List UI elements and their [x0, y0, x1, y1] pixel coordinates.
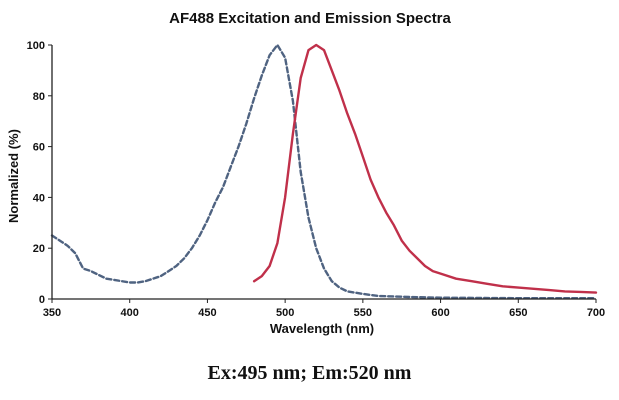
chart-title: AF488 Excitation and Emission Spectra — [169, 10, 451, 27]
y-axis-label: Normalized (%) — [6, 129, 21, 223]
x-tick-label: 500 — [276, 307, 294, 319]
excitation-curve — [50, 43, 598, 300]
x-axis-label: Wavelength (nm) — [270, 321, 374, 336]
x-tick-label: 400 — [121, 307, 139, 319]
x-tick-label: 550 — [354, 307, 372, 319]
ticks-layer: 350 400 450 500 550 600 650 700 0 20 40 60 80 100 — [27, 40, 606, 319]
x-tick-label: 650 — [509, 307, 527, 319]
x-tick-label: 600 — [431, 307, 449, 319]
emission-curve — [252, 43, 598, 294]
excitation-emission-caption: Ex:495 nm; Em:520 nm — [207, 362, 412, 384]
y-tick-label: 60 — [33, 142, 45, 154]
y-tick-label: 100 — [27, 40, 45, 52]
x-tick-label: 450 — [198, 307, 216, 319]
y-tick-label: 80 — [33, 91, 45, 103]
y-tick-label: 0 — [39, 294, 45, 306]
y-tick-label: 40 — [33, 192, 45, 204]
x-tick-label: 700 — [587, 307, 605, 319]
y-tick-label: 20 — [33, 243, 45, 255]
x-tick-label: 350 — [43, 307, 61, 319]
series-layer — [50, 43, 598, 300]
axes-layer — [51, 45, 596, 300]
